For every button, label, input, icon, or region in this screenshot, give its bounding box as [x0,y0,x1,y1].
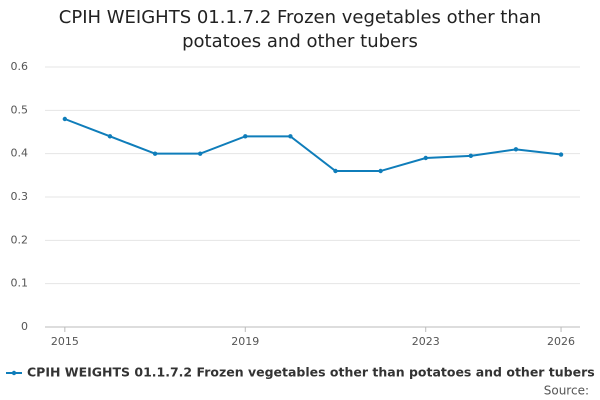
y-tick-label: 0.2 [11,233,29,246]
data-point [468,153,474,159]
data-point [152,151,158,156]
data-point [62,116,68,122]
series-line [64,118,562,172]
data-point [378,168,383,174]
data-point [243,134,248,139]
x-tick-label: 2015 [51,335,79,348]
y-tick-label: 0.3 [11,190,29,203]
data-point [197,151,203,156]
y-tick-label: 0.4 [11,147,29,160]
x-tick-label: 2026 [547,335,575,348]
data-point [558,152,564,157]
x-tick-label: 2019 [231,335,259,348]
y-tick-label: 0.5 [11,103,29,116]
data-point [107,134,113,139]
data-point [513,147,519,152]
y-tick-label: 0 [21,320,28,333]
y-tick-label: 0.6 [11,60,29,73]
source-label: Source: [544,384,589,398]
legend-swatch-dot [11,370,17,376]
x-tick-label: 2023 [412,335,440,348]
chart-title: CPIH WEIGHTS 01.1.7.2 Frozen vegetables … [58,7,542,52]
data-point [423,155,428,161]
data-point [288,134,293,139]
data-point [333,168,338,174]
legend-label: CPIH WEIGHTS 01.1.7.2 Frozen vegetables … [27,365,595,380]
y-tick-label: 0.1 [11,277,29,290]
